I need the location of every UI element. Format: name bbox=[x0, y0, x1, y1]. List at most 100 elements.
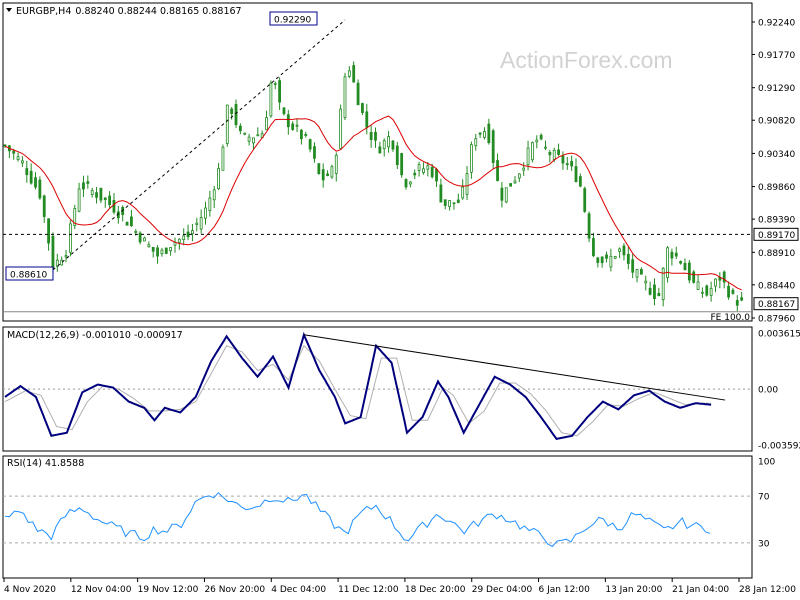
candle-body bbox=[55, 259, 59, 267]
candle-body bbox=[474, 138, 478, 147]
candle-body bbox=[243, 132, 247, 135]
candle-body bbox=[347, 70, 351, 77]
candle-body bbox=[478, 132, 482, 135]
price-tick-label: 0.90340 bbox=[758, 150, 795, 160]
candle-body bbox=[252, 137, 255, 144]
candle-body bbox=[295, 124, 299, 127]
candle-body bbox=[408, 181, 412, 185]
candle-body bbox=[265, 117, 268, 131]
candle-body bbox=[313, 146, 316, 159]
candle-body bbox=[422, 168, 425, 173]
candle-body bbox=[552, 149, 556, 160]
dropdown-triangle-icon[interactable] bbox=[6, 8, 12, 12]
candle-body bbox=[108, 195, 112, 206]
candle-body bbox=[374, 131, 377, 141]
candle-body bbox=[435, 168, 438, 182]
candle-body bbox=[339, 108, 343, 149]
candle-body bbox=[299, 129, 303, 140]
candle-body bbox=[160, 249, 164, 255]
candle-body bbox=[657, 293, 661, 296]
swing-high-box bbox=[269, 11, 318, 26]
candle-body bbox=[740, 297, 744, 301]
candle-body bbox=[574, 166, 578, 182]
candle-body bbox=[365, 111, 369, 128]
candle-body bbox=[230, 108, 234, 114]
candle-body bbox=[199, 217, 203, 230]
macd-tick-label: 0.003615 bbox=[758, 330, 800, 340]
candle-body bbox=[687, 262, 691, 281]
candle-body bbox=[391, 140, 395, 150]
candle-body bbox=[238, 125, 242, 132]
candle-body bbox=[461, 186, 465, 199]
candle-body bbox=[587, 213, 591, 239]
price-tick-label: 0.91290 bbox=[758, 84, 795, 94]
candle-body bbox=[130, 216, 133, 227]
candle-body bbox=[735, 300, 739, 306]
candle-body bbox=[204, 207, 207, 219]
candle-body bbox=[369, 132, 373, 140]
ohlc-label: 0.88240 0.88244 0.88165 0.88167 bbox=[75, 6, 241, 17]
candle-body bbox=[343, 76, 347, 118]
candle-body bbox=[448, 200, 452, 207]
x-tick-label: 18 Dec 20:00 bbox=[405, 585, 466, 595]
candle-body bbox=[221, 146, 225, 171]
level-price-box bbox=[753, 227, 799, 241]
panel-frame-3 bbox=[2, 455, 753, 579]
candle-body bbox=[670, 251, 674, 259]
x-tick-label: 28 Jan 12:00 bbox=[739, 585, 796, 595]
candle-body bbox=[308, 139, 312, 150]
price-panel-title: EURGBP,H4 0.88240 0.88244 0.88165 0.88167 bbox=[16, 6, 242, 17]
candle-body bbox=[565, 163, 569, 166]
price-tick-label: 0.89860 bbox=[758, 183, 795, 193]
candle-body bbox=[635, 269, 639, 278]
candle-body bbox=[212, 189, 216, 201]
candle-body bbox=[666, 247, 669, 278]
candle-body bbox=[217, 168, 220, 190]
price-tick-label: 0.90820 bbox=[758, 117, 795, 127]
candle-body bbox=[326, 173, 329, 176]
price-tick-label: 0.92240 bbox=[758, 19, 795, 29]
swing-low-label: 0.88610 bbox=[10, 271, 47, 281]
candle-body bbox=[722, 271, 726, 283]
candle-body bbox=[291, 123, 295, 130]
candle-body bbox=[143, 237, 146, 242]
candle-body bbox=[592, 238, 595, 257]
candle-body bbox=[487, 123, 491, 143]
candle-body bbox=[705, 285, 709, 296]
candle-body bbox=[356, 82, 360, 106]
candle-body bbox=[208, 197, 212, 212]
candle-body bbox=[387, 136, 390, 148]
candle-body bbox=[156, 247, 159, 257]
level-price-label: 0.89170 bbox=[758, 231, 795, 241]
candle-body bbox=[234, 104, 238, 126]
candle-body bbox=[513, 180, 517, 184]
candle-body bbox=[674, 252, 678, 257]
candle-body bbox=[605, 254, 608, 259]
x-tick-label: 12 Nov 04:00 bbox=[71, 585, 132, 595]
candle-body bbox=[596, 257, 600, 263]
candle-body bbox=[12, 150, 16, 154]
candle-body bbox=[426, 165, 430, 170]
candle-body bbox=[82, 182, 85, 190]
candle-body bbox=[631, 259, 635, 273]
candle-body bbox=[395, 145, 399, 166]
candle-body bbox=[504, 187, 508, 203]
candle-body bbox=[452, 202, 456, 205]
last-price-label: 0.88167 bbox=[758, 300, 795, 310]
candle-body bbox=[42, 195, 46, 217]
candle-body bbox=[269, 82, 273, 117]
candle-body bbox=[86, 181, 90, 184]
candles-group bbox=[3, 61, 744, 312]
candle-body bbox=[51, 235, 55, 269]
candle-body bbox=[653, 284, 656, 300]
candle-body bbox=[77, 188, 81, 212]
candle-body bbox=[103, 197, 107, 200]
candle-body bbox=[544, 146, 547, 149]
candle-body bbox=[60, 259, 64, 266]
price-tick-label: 0.88910 bbox=[758, 249, 795, 259]
candle-body bbox=[225, 104, 229, 144]
macd-tick-label: 0.00 bbox=[758, 386, 778, 396]
candle-body bbox=[491, 130, 495, 163]
candle-body bbox=[692, 271, 696, 283]
